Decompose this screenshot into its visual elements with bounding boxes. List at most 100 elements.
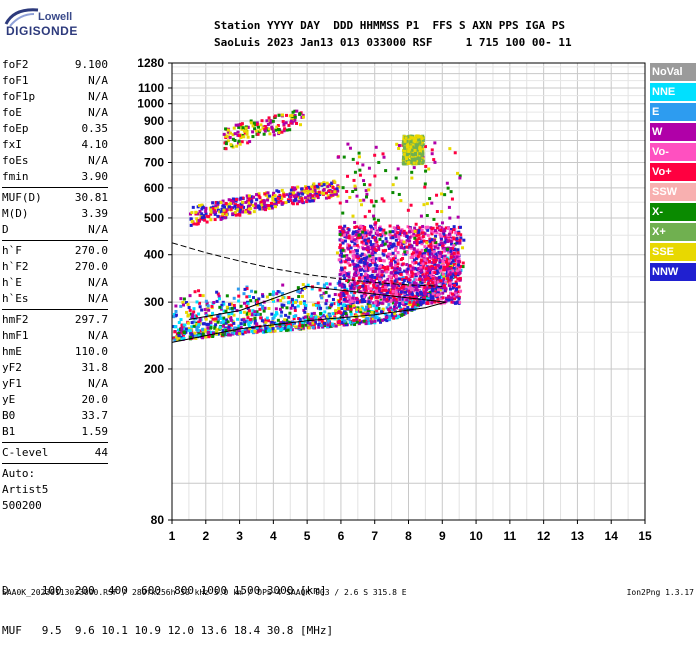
echo-point <box>272 202 276 206</box>
echo-point <box>404 231 408 235</box>
echo-point <box>358 280 362 284</box>
echo-point <box>391 191 395 195</box>
echo-point <box>190 219 194 223</box>
echo-point <box>381 249 385 253</box>
echo-point <box>225 208 229 212</box>
echo-point <box>233 326 237 330</box>
param-value: 1.59 <box>81 425 109 438</box>
echo-point <box>218 210 222 214</box>
echo-point <box>207 335 211 339</box>
echo-point <box>377 294 381 298</box>
echo-point <box>342 310 346 314</box>
echo-point <box>322 283 326 287</box>
echo-point <box>445 270 449 274</box>
echo-point <box>354 273 358 277</box>
echo-point <box>263 125 267 129</box>
echo-point <box>396 231 400 235</box>
echo-point <box>174 313 178 317</box>
echo-point <box>419 265 423 269</box>
echo-point <box>415 250 419 254</box>
echo-point <box>452 262 456 266</box>
echo-point <box>329 324 333 328</box>
fitted-trace-dashed <box>171 242 443 287</box>
echo-point <box>239 322 243 326</box>
echo-point <box>407 278 411 282</box>
echo-point <box>370 252 374 256</box>
echo-point <box>449 271 453 275</box>
echo-point <box>414 294 418 298</box>
echo-point <box>289 188 293 192</box>
echo-point <box>289 325 293 329</box>
echo-point <box>362 269 366 273</box>
param-row: fxI 4.10 <box>2 137 108 153</box>
echo-point <box>216 315 220 319</box>
echo-point <box>440 221 444 225</box>
echo-point <box>181 333 185 337</box>
echo-point <box>371 279 375 283</box>
echo-point <box>433 256 437 260</box>
echo-point <box>345 272 349 276</box>
x-tick-label: 7 <box>371 529 378 543</box>
echo-point <box>363 311 367 315</box>
echo-point <box>457 271 461 275</box>
echo-point <box>329 322 333 326</box>
echo-point <box>265 316 269 320</box>
echo-point <box>391 301 395 305</box>
echo-point <box>336 155 340 159</box>
echo-point <box>189 223 193 227</box>
echo-point <box>368 278 372 282</box>
echo-point <box>421 138 425 142</box>
echo-point <box>324 302 328 306</box>
echo-point <box>355 239 359 243</box>
echo-point <box>297 200 301 204</box>
echo-point <box>296 185 300 189</box>
echo-point <box>284 328 288 332</box>
echo-point <box>365 195 369 199</box>
echo-point <box>316 196 320 200</box>
echo-point <box>425 271 429 275</box>
echo-point <box>448 147 452 151</box>
echo-point <box>339 252 343 256</box>
param-row: yF1 N/A <box>2 376 108 392</box>
echo-point <box>421 262 425 266</box>
echo-point <box>364 256 368 260</box>
echo-point <box>409 246 413 250</box>
echo-point <box>368 240 372 244</box>
echo-point <box>407 243 411 247</box>
echo-point <box>206 306 210 310</box>
echo-point <box>397 144 401 148</box>
echo-point <box>256 132 260 136</box>
echo-point <box>271 293 275 297</box>
auto-artist: Artist5 <box>2 483 49 496</box>
echo-point <box>430 257 434 261</box>
echo-point <box>250 329 254 333</box>
echo-point <box>373 250 377 254</box>
echo-point <box>450 238 454 242</box>
echo-point <box>375 264 379 268</box>
echo-point <box>220 306 224 310</box>
echo-point <box>320 191 324 195</box>
echo-point <box>196 222 200 226</box>
param-row: B1 1.59 <box>2 424 108 440</box>
echo-point <box>273 329 277 333</box>
echo-point <box>381 152 385 156</box>
echo-point <box>239 202 243 206</box>
echo-point <box>335 187 339 191</box>
echo-point <box>387 316 391 320</box>
echo-point <box>261 293 265 297</box>
echo-point <box>342 323 346 327</box>
param-row: B0 33.7 <box>2 408 108 424</box>
echo-point <box>217 297 221 301</box>
echo-point <box>276 124 280 128</box>
echo-point <box>285 128 289 132</box>
echo-point <box>322 291 326 295</box>
echo-point <box>189 217 193 221</box>
echo-point <box>409 203 413 207</box>
echo-point <box>387 252 391 256</box>
echo-point <box>355 232 359 236</box>
echo-point <box>435 276 439 280</box>
echo-point <box>240 318 244 322</box>
echo-point <box>302 302 306 306</box>
echo-point <box>280 303 284 307</box>
echo-point <box>410 287 414 291</box>
